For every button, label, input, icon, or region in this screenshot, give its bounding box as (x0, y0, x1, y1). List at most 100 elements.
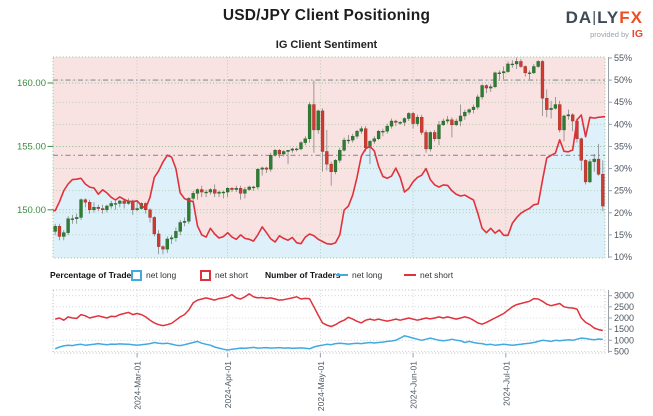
candle (307, 104, 312, 139)
candle (165, 238, 169, 250)
candle (549, 108, 553, 110)
main-plot-border (52, 56, 606, 259)
candle (596, 158, 601, 175)
pct-axis: 55% 50% 45% 40% 35% 30% 25% 20% 15% 10% (608, 53, 632, 262)
dailyfx-logo: DA|LYFX provided by IG (566, 9, 643, 40)
candle (489, 86, 493, 89)
candle (407, 113, 411, 119)
candle (389, 120, 394, 127)
number-of-traders-panel (52, 289, 606, 354)
candle (96, 207, 100, 209)
candle (178, 222, 182, 232)
candle (532, 66, 536, 74)
candle (592, 158, 596, 162)
legend-num-net-long: net long (336, 268, 382, 282)
candle (523, 66, 527, 74)
candle (83, 199, 87, 203)
candle (381, 130, 385, 133)
candle (338, 150, 342, 161)
candle (217, 191, 221, 194)
candle (514, 61, 519, 65)
chart-subtitle: IG Client Sentiment (275, 39, 378, 51)
candle (57, 226, 62, 237)
candle (493, 72, 497, 88)
candle (213, 189, 217, 194)
candle (398, 122, 402, 124)
candle (372, 138, 376, 142)
candle (62, 232, 66, 237)
candle (295, 148, 299, 151)
candle (445, 119, 450, 122)
net-long-line-icon (336, 274, 348, 276)
candle (351, 136, 355, 141)
svg-text:10%: 10% (614, 252, 632, 262)
candle (471, 106, 476, 110)
legend-num-net-short: net short (404, 268, 453, 282)
candle (484, 85, 489, 89)
candle (204, 191, 208, 194)
svg-text:155.00: 155.00 (17, 141, 46, 152)
date-tick-label: 2024-Mar-01 (133, 361, 143, 410)
candle (66, 218, 70, 233)
candle (273, 150, 277, 156)
candle (463, 111, 467, 117)
candle (100, 208, 105, 211)
svg-text:1000: 1000 (614, 335, 634, 345)
svg-text:3000: 3000 (614, 291, 634, 301)
candle (70, 218, 75, 220)
svg-text:20%: 20% (614, 208, 632, 218)
candle (169, 237, 174, 240)
svg-text:15%: 15% (614, 230, 632, 240)
traders-net-long-line (54, 335, 603, 351)
svg-text:45%: 45% (614, 97, 632, 107)
candle (264, 167, 269, 170)
candle (260, 167, 264, 170)
legend-pct-net-long: net long (131, 268, 176, 282)
svg-text:2000: 2000 (614, 313, 634, 323)
candle (312, 104, 316, 131)
candle (553, 104, 558, 109)
candle (545, 98, 549, 110)
svg-text:2500: 2500 (614, 302, 634, 312)
svg-text:30%: 30% (614, 164, 632, 174)
candle (234, 188, 238, 190)
candle (325, 151, 329, 165)
legend-pct-net-short: net short (200, 268, 248, 282)
svg-text:1500: 1500 (614, 324, 634, 334)
traders-gridlines (53, 290, 605, 353)
svg-text:150.00: 150.00 (17, 205, 46, 216)
candle (454, 120, 458, 126)
candle (92, 207, 96, 211)
candle (506, 63, 510, 72)
candle (415, 117, 420, 124)
candle (510, 63, 514, 66)
candle (476, 96, 480, 108)
candle (243, 189, 247, 194)
candle (161, 246, 165, 250)
candle (282, 151, 286, 155)
net-long-background (53, 115, 605, 258)
candle (402, 118, 407, 123)
svg-text:25%: 25% (614, 186, 632, 196)
candle (428, 132, 432, 150)
candle (230, 188, 234, 190)
candle (519, 61, 523, 67)
candle (536, 61, 540, 67)
candle (187, 198, 191, 222)
svg-text:500: 500 (614, 346, 629, 356)
candle (497, 72, 501, 74)
traders-plot-border (52, 289, 606, 354)
candle (420, 117, 424, 133)
candle (571, 114, 575, 122)
net-long-square-icon (131, 269, 142, 281)
net-short-pct-line (53, 114, 605, 245)
svg-text:160.00: 160.00 (17, 78, 46, 89)
candle (122, 200, 126, 204)
candle (79, 199, 83, 218)
candle (411, 113, 415, 124)
candle (433, 132, 437, 139)
candle (226, 188, 230, 193)
candle (53, 226, 57, 232)
date-tick-label: 2024-Jun-01 (409, 361, 419, 409)
